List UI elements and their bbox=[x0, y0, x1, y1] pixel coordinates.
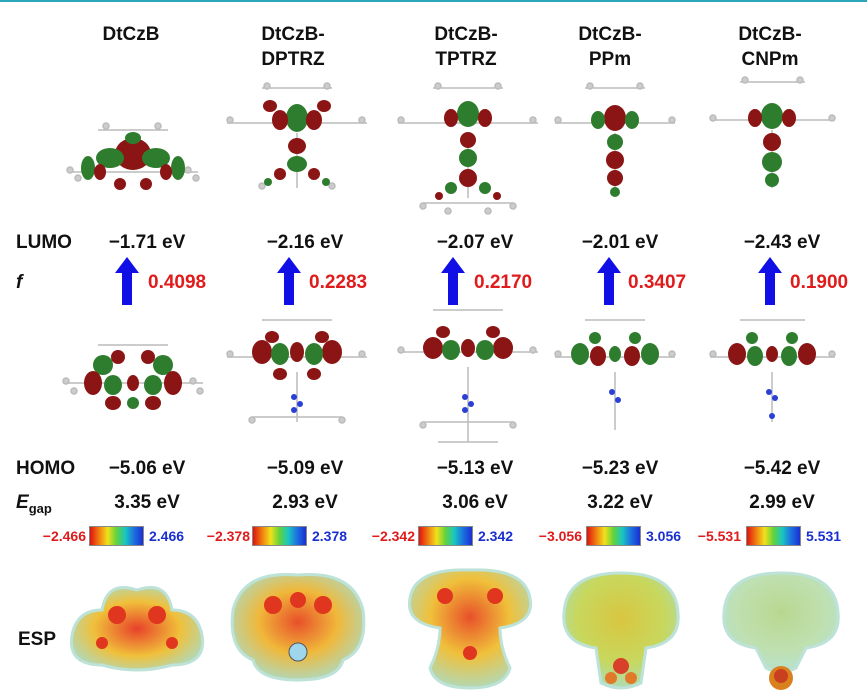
f-value-dptrz: 0.2283 bbox=[309, 272, 368, 293]
homo-orbital-tptrz bbox=[397, 309, 538, 443]
lumo-value-ppm: −2.01 eV bbox=[581, 232, 659, 253]
homo-value-cnpm: −5.42 eV bbox=[743, 458, 821, 479]
homo-row-label: HOMO bbox=[16, 458, 76, 479]
homo-orbital-dptrz bbox=[226, 319, 367, 424]
homo-value-dptrz: −5.09 eV bbox=[266, 458, 344, 479]
column-title-tptrz: DtCzB- TPTRZ bbox=[434, 24, 498, 70]
egap-value-dptrz: 2.93 eV bbox=[272, 492, 338, 513]
lumo-value-tptrz: −2.07 eV bbox=[436, 232, 514, 253]
esp-scale-min-cnpm: −5.531 bbox=[697, 528, 741, 544]
f-value-ppm: 0.3407 bbox=[628, 272, 687, 293]
esp-scale-max-ppm: 3.056 bbox=[646, 528, 682, 544]
f-value-tptrz: 0.2170 bbox=[474, 272, 533, 293]
esp-scale-max-tptrz: 2.342 bbox=[478, 528, 514, 544]
esp-colorbar-dptrz bbox=[252, 526, 307, 546]
esp-surface-ppm bbox=[562, 571, 680, 690]
esp-colorbar-ppm bbox=[586, 526, 641, 546]
egap-row-label: Egap bbox=[16, 492, 52, 516]
transition-arrow-ppm bbox=[597, 257, 621, 305]
lumo-orbital-dptrz bbox=[226, 82, 367, 190]
esp-scale-max-dptrz: 2.378 bbox=[312, 528, 348, 544]
f-value-cnpm: 0.1900 bbox=[790, 272, 849, 293]
transition-arrow-dtczb bbox=[115, 257, 139, 305]
esp-scale-max-dtczb: 2.466 bbox=[149, 528, 185, 544]
lumo-orbital-cnpm bbox=[709, 76, 836, 188]
egap-value-ppm: 3.22 eV bbox=[587, 492, 653, 513]
esp-surface-dtczb bbox=[69, 586, 205, 672]
esp-scale-min-dptrz: −2.378 bbox=[206, 528, 250, 544]
column-title-cnpm: DtCzB- CNPm bbox=[738, 24, 802, 70]
egap-value-dtczb: 3.35 eV bbox=[114, 492, 180, 513]
f-value-dtczb: 0.4098 bbox=[148, 272, 207, 293]
column-title-ppm: DtCzB- PPm bbox=[578, 24, 642, 70]
homo-value-ppm: −5.23 eV bbox=[581, 458, 659, 479]
esp-colorbar-dtczb bbox=[89, 526, 144, 546]
top-border bbox=[0, 0, 867, 2]
esp-scale-max-cnpm: 5.531 bbox=[806, 528, 842, 544]
lumo-value-dtczb: −1.71 eV bbox=[108, 232, 186, 253]
homo-value-tptrz: −5.13 eV bbox=[436, 458, 514, 479]
esp-scale-min-ppm: −3.056 bbox=[538, 528, 582, 544]
esp-surface-cnpm bbox=[722, 571, 840, 690]
transition-arrow-cnpm bbox=[758, 257, 782, 305]
column-title-dptrz: DtCzB- DPTRZ bbox=[261, 24, 325, 70]
lumo-value-dptrz: −2.16 eV bbox=[266, 232, 344, 253]
esp-colorbar-cnpm bbox=[746, 526, 801, 546]
lumo-orbital-dtczb bbox=[66, 122, 200, 190]
lumo-row-label: LUMO bbox=[16, 232, 72, 253]
homo-orbital-cnpm bbox=[709, 319, 836, 422]
lumo-value-cnpm: −2.43 eV bbox=[743, 232, 821, 253]
egap-value-tptrz: 3.06 eV bbox=[442, 492, 508, 513]
esp-row-label: ESP bbox=[18, 629, 57, 650]
esp-colorbar-tptrz bbox=[418, 526, 473, 546]
homo-value-dtczb: −5.06 eV bbox=[108, 458, 186, 479]
egap-value-cnpm: 2.99 eV bbox=[749, 492, 815, 513]
esp-surface-tptrz bbox=[407, 568, 533, 690]
lumo-orbital-tptrz bbox=[397, 82, 538, 215]
homo-orbital-ppm bbox=[554, 319, 676, 430]
transition-arrow-tptrz bbox=[441, 257, 465, 305]
homo-orbital-dtczb bbox=[62, 344, 204, 410]
lumo-orbital-ppm bbox=[554, 82, 676, 197]
esp-scale-min-tptrz: −2.342 bbox=[371, 528, 415, 544]
esp-scale-min-dtczb: −2.466 bbox=[42, 528, 86, 544]
transition-arrow-dptrz bbox=[277, 257, 301, 305]
esp-surface-dptrz bbox=[230, 572, 366, 682]
column-title-dtczb: DtCzB bbox=[102, 24, 160, 45]
f-row-label: f bbox=[16, 272, 23, 293]
